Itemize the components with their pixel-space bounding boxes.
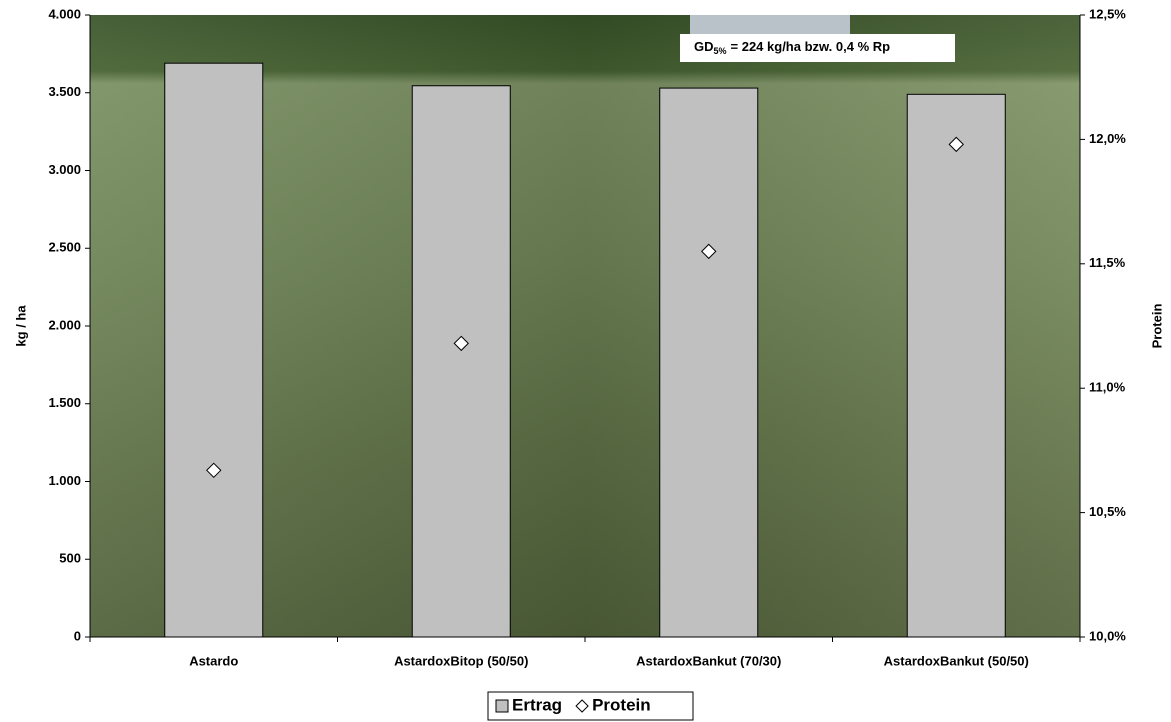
y2-tick-label: 11,5% — [1089, 255, 1126, 270]
y-tick-label: 500 — [59, 551, 81, 566]
bar — [660, 88, 758, 637]
y2-tick-label: 10,5% — [1089, 504, 1126, 519]
x-tick-label: Astardo — [189, 653, 238, 668]
y-tick-label: 2.500 — [48, 240, 81, 255]
legend-label: Ertrag — [512, 695, 562, 714]
bar — [165, 63, 263, 637]
y2-tick-label: 12,0% — [1089, 131, 1126, 146]
y-tick-label: 3.000 — [48, 162, 81, 177]
annotation-sub: 5% — [714, 46, 727, 56]
y-tick-label: 1.000 — [48, 473, 81, 488]
y-tick-label: 4.000 — [48, 6, 81, 21]
legend-swatch — [496, 700, 508, 712]
legend-label: Protein — [592, 695, 651, 714]
y-tick-label: 3.500 — [48, 84, 81, 99]
y-axis-label: kg / ha — [13, 305, 28, 347]
annotation-rest: = 224 kg/ha bzw. 0,4 % Rp — [731, 39, 891, 54]
bar — [907, 94, 1005, 637]
annotation-main: GD — [694, 39, 714, 54]
y2-tick-label: 11,0% — [1089, 380, 1126, 395]
x-tick-label: AstardoxBankut (50/50) — [884, 653, 1029, 668]
bar — [412, 86, 510, 637]
x-tick-label: AstardoxBitop (50/50) — [394, 653, 528, 668]
y2-axis-label: Protein — [1149, 304, 1164, 349]
y-tick-label: 1.500 — [48, 395, 81, 410]
chart: GD5% = 224 kg/ha bzw. 0,4 % Rp kg / ha Pr… — [0, 0, 1171, 722]
y2-tick-label: 12,5% — [1089, 6, 1126, 21]
y-tick-label: 0 — [74, 628, 81, 643]
y2-tick-label: 10,0% — [1089, 628, 1126, 643]
y-tick-label: 2.000 — [48, 317, 81, 332]
x-tick-label: AstardoxBankut (70/30) — [636, 653, 781, 668]
